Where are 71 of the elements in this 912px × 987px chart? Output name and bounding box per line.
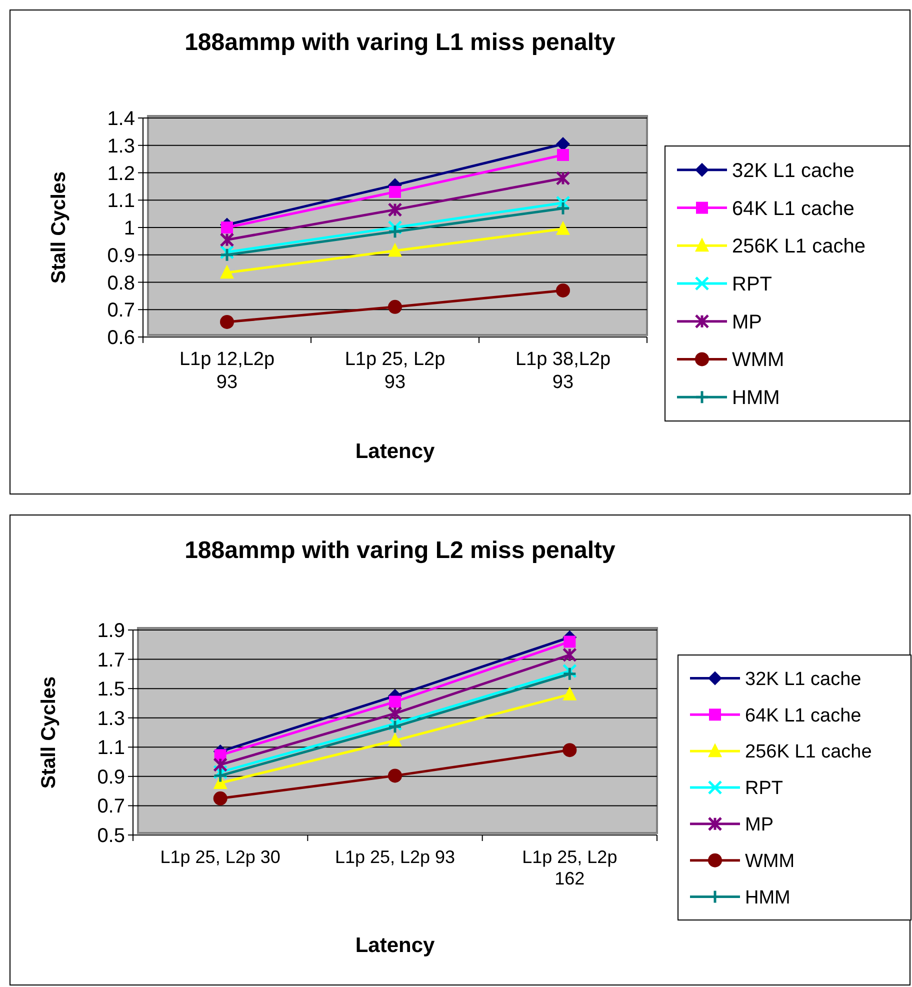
- y-tick-label: 1.1: [97, 737, 125, 760]
- y-tick-label: 0.7: [107, 300, 135, 322]
- legend-label: WMM: [732, 349, 784, 372]
- x-tick-label: L1p 25, L2p 30: [160, 847, 280, 867]
- point: [221, 222, 233, 234]
- y-tick-label: 0.7: [97, 796, 125, 818]
- legend-label: 64K L1 cache: [732, 198, 854, 220]
- y-tick-label: 1.2: [107, 162, 135, 185]
- point: [389, 186, 401, 198]
- x-tick-label: L1p 25, L2p 93: [344, 349, 446, 393]
- y-tick-label: 1.5: [97, 678, 125, 701]
- legend-label: 256K L1 cache: [745, 742, 872, 763]
- legend-label: HMM: [745, 887, 790, 908]
- point: [556, 283, 570, 298]
- point: [564, 636, 576, 648]
- point: [388, 706, 402, 721]
- point: [562, 666, 577, 682]
- y-tick-label: 1.9: [97, 620, 125, 642]
- point: [556, 220, 570, 235]
- y-tick-label: 0.9: [107, 244, 135, 267]
- point: [220, 248, 234, 262]
- x-axis-title: Latency: [355, 440, 435, 463]
- y-tick-label: 1.4: [107, 108, 135, 130]
- point: [556, 170, 570, 186]
- y-tick-label: 0.6: [107, 327, 135, 349]
- legend-label: MP: [745, 814, 774, 836]
- legend-label: 256K L1 cache: [732, 236, 866, 258]
- legend-label: WMM: [745, 851, 795, 872]
- y-tick-label: 0.9: [97, 766, 125, 788]
- y-tick-label: 1: [124, 218, 135, 240]
- x-tick-label: L1p 25, L2p 93: [334, 847, 456, 867]
- x-tick-label: L1p 12,L2p 93: [179, 349, 275, 393]
- point: [388, 224, 402, 239]
- point: [556, 201, 570, 216]
- point: [388, 732, 402, 747]
- legend-label: HMM: [732, 387, 780, 410]
- y-axis-title: Stall Cycles: [38, 676, 60, 789]
- legend-label: MP: [732, 311, 762, 334]
- legend-label: 32K L1 cache: [732, 160, 854, 182]
- point: [213, 768, 228, 783]
- point: [220, 264, 234, 279]
- point: [388, 719, 402, 734]
- point: [389, 696, 401, 708]
- x-tick-label: L1p 25, L2p 162: [522, 847, 618, 889]
- y-tick-label: 1.3: [97, 708, 125, 730]
- point: [220, 232, 234, 248]
- legend-label: RPT: [732, 274, 772, 296]
- chart-title: 188ammp with varing L1 miss penalty: [184, 29, 616, 56]
- y-tick-label: 0.5: [97, 825, 125, 847]
- point: [562, 686, 577, 700]
- legend-label: 64K L1 cache: [745, 705, 862, 726]
- y-tick-label: 1.7: [97, 649, 125, 672]
- y-tick-label: 1.1: [107, 190, 135, 212]
- legend-label: 32K L1 cache: [745, 668, 862, 690]
- point: [388, 242, 402, 257]
- point: [220, 314, 234, 329]
- point: [557, 148, 569, 161]
- point: [562, 743, 577, 758]
- x-axis-title: Latency: [355, 934, 435, 957]
- point: [213, 791, 228, 806]
- x-tick-label: L1p 38,L2p 93: [515, 349, 611, 393]
- point: [213, 757, 228, 772]
- y-tick-label: 0.8: [107, 272, 135, 294]
- point: [388, 202, 402, 217]
- legend-label: RPT: [745, 778, 784, 800]
- chart-title: 188ammp with varing L2 miss penalty: [184, 537, 616, 564]
- y-axis-title: Stall Cycles: [48, 171, 70, 284]
- point: [388, 300, 402, 314]
- point: [562, 648, 577, 662]
- point: [388, 768, 402, 783]
- y-tick-label: 1.3: [107, 135, 135, 158]
